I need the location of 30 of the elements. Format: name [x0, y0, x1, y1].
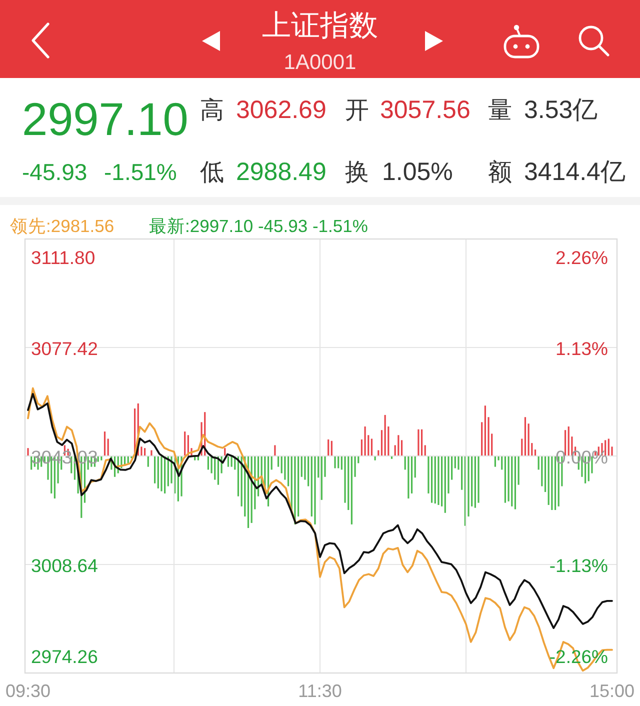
x-tick-label: 09:30 — [5, 681, 51, 701]
y-tick-label: 2974.26 — [31, 646, 98, 667]
text: 开 — [345, 97, 369, 124]
y-tick-label: 3077.42 — [31, 338, 98, 359]
text: -45.93 — [22, 159, 88, 185]
text: 3.53亿 — [524, 96, 598, 124]
x-tick-label: 15:00 — [589, 681, 635, 701]
chart-subtitle: 1A0001 — [284, 51, 356, 74]
y-tick-label: 3111.80 — [31, 247, 96, 268]
y-tick-label: 3008.64 — [31, 555, 98, 576]
y2-tick-label: 1.13% — [556, 338, 608, 359]
text: 领先:2981.56 — [10, 216, 114, 236]
x-tick-label: 11:30 — [298, 681, 342, 701]
y2-tick-label: 2.26% — [556, 247, 608, 268]
text: 量 — [488, 97, 512, 124]
text: 换 — [345, 159, 369, 186]
y2-tick-label: -1.13% — [549, 555, 608, 576]
text: 最新:2997.10 -45.93 -1.51% — [149, 216, 368, 236]
text: 低 — [200, 159, 224, 186]
text: 额 — [488, 159, 512, 186]
text: 3057.56 — [380, 96, 470, 124]
text: 3062.69 — [236, 96, 326, 124]
text: 2988.49 — [236, 158, 326, 186]
text: 1.05% — [382, 158, 453, 186]
chart-title: 上证指数 — [262, 10, 378, 42]
text: 2997.10 — [22, 93, 188, 145]
text: -1.51% — [104, 159, 177, 185]
text: 高 — [200, 97, 224, 124]
text: 3414.4亿 — [524, 158, 626, 186]
y2-tick-label: 0.00% — [556, 446, 608, 468]
